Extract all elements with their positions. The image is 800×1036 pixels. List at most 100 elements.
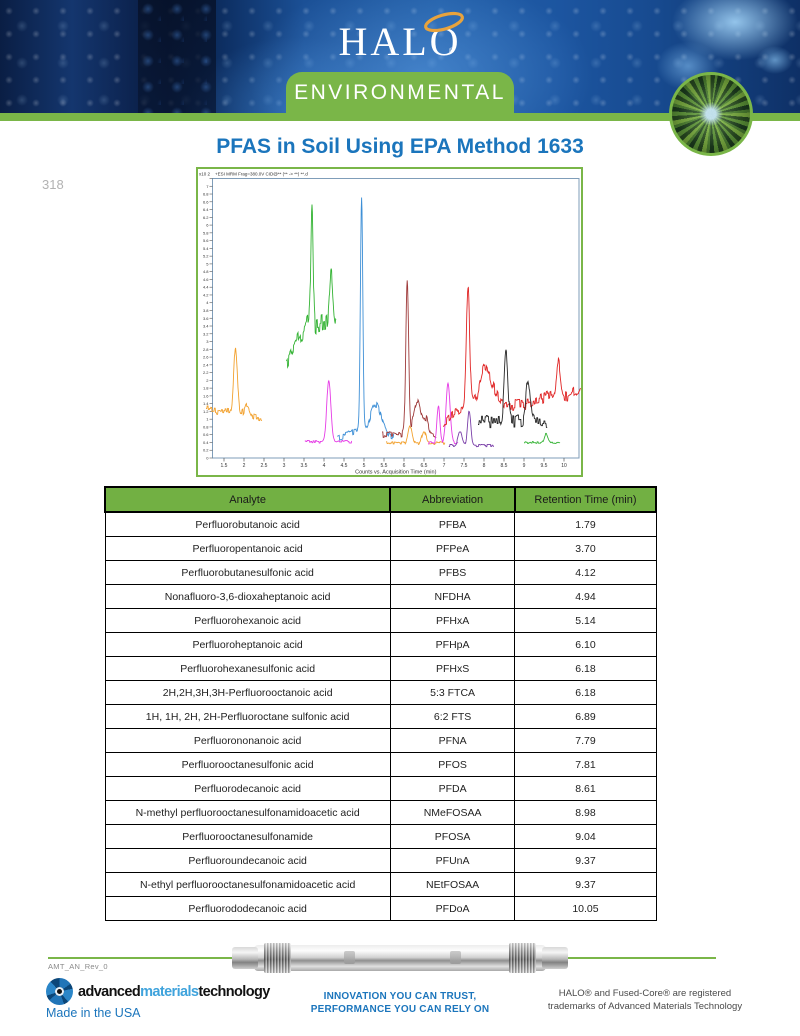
svg-text:6.2: 6.2 <box>203 215 209 220</box>
svg-text:3.2: 3.2 <box>203 331 209 336</box>
amt-logo-icon <box>46 978 73 1005</box>
svg-text:1.2: 1.2 <box>203 409 209 414</box>
svg-text:3: 3 <box>283 463 286 469</box>
amt-wordmark-advanced: advanced <box>78 983 141 1000</box>
svg-text:2.8: 2.8 <box>203 347 209 352</box>
table-header-abbreviation: Abbreviation <box>389 486 516 513</box>
table-row: Perfluorooctanesulfonic acid PFOS 7.81 <box>104 752 657 777</box>
svg-text:3: 3 <box>206 339 209 344</box>
svg-text:9.5: 9.5 <box>541 463 548 469</box>
trademark-line2: trademarks of Advanced Materials Technol… <box>547 1001 743 1013</box>
analyte-cell: Perfluorobutanesulfonic acid <box>104 560 391 585</box>
svg-text:4.8: 4.8 <box>203 269 209 274</box>
analyte-cell: Perfluoroundecanoic acid <box>104 848 391 873</box>
svg-text:0.2: 0.2 <box>203 448 209 453</box>
svg-text:10: 10 <box>561 463 567 469</box>
abbreviation-cell: PFOS <box>389 752 516 777</box>
abbreviation-cell: PFOSA <box>389 824 516 849</box>
page-number: 318 <box>42 177 64 192</box>
column-port-1 <box>344 951 355 964</box>
chromatogram-trace-trace-10-PFDA-PFOSA <box>478 349 548 429</box>
analyte-cell: Perfluorooctanesulfonic acid <box>104 752 391 777</box>
abbreviation-cell: NFDHA <box>389 584 516 609</box>
table-row: 1H, 1H, 2H, 2H-Perfluoroctane sulfonic a… <box>104 704 657 729</box>
retention-time-cell: 4.94 <box>514 584 657 609</box>
environmental-banner-label: ENVIRONMENTAL <box>294 80 506 104</box>
abbreviation-cell: PFHxS <box>389 656 516 681</box>
page-title: PFAS in Soil Using EPA Method 1633 <box>216 135 584 158</box>
halo-logo-text: HALO <box>338 19 462 64</box>
table-row: N-ethyl perfluorooctanesulfonamidoacetic… <box>104 872 657 897</box>
svg-text:7: 7 <box>443 463 446 469</box>
trademark-line1: HALO® and Fused-Core® are registered <box>558 988 732 999</box>
analyte-cell: Perfluoroheptanoic acid <box>104 632 391 657</box>
table-header-row: Analyte Abbreviation Retention Time (min… <box>103 486 658 513</box>
retention-time-cell: 9.04 <box>514 824 657 849</box>
retention-time-cell: 9.37 <box>514 872 657 897</box>
svg-text:5.5: 5.5 <box>381 463 388 469</box>
retention-time-cell: 5.14 <box>514 608 657 633</box>
table-row: Perfluoroundecanoic acid PFUnA 9.37 <box>104 848 657 873</box>
table-row: Perfluorododecanoic acid PFDoA 10.05 <box>104 896 657 921</box>
abbreviation-cell: NEtFOSAA <box>389 872 516 897</box>
chromatogram-trace-trace-04-NFDHA-PFHxA <box>337 197 395 441</box>
table-row: 2H,2H,3H,3H-Perfluorooctanoic acid 5:3 FT… <box>104 680 657 705</box>
retention-time-cell: 1.79 <box>514 511 657 537</box>
environmental-banner: ENVIRONMENTAL <box>286 72 514 113</box>
revision-label: AMT_AN_Rev_0 <box>48 962 108 971</box>
svg-text:2.4: 2.4 <box>203 362 209 367</box>
table-row: Perfluorobutanoic acid PFBA 1.79 <box>104 511 657 537</box>
analyte-cell: N-methyl perfluorooctanesulfonamidoaceti… <box>104 800 391 825</box>
svg-text:2.2: 2.2 <box>203 370 209 375</box>
svg-text:x10 2: x10 2 <box>199 172 211 177</box>
table-row: Perfluorononanoic acid PFNA 7.79 <box>104 728 657 753</box>
chromatogram-trace-trace-01-PFBA <box>205 347 263 422</box>
svg-text:3.8: 3.8 <box>203 308 209 313</box>
svg-text:2: 2 <box>243 463 246 469</box>
abbreviation-cell: 6:2 FTS <box>389 704 516 729</box>
retention-time-cell: 10.05 <box>514 896 657 921</box>
svg-text:Counts vs. Acquisition Time (m: Counts vs. Acquisition Time (min) <box>355 470 436 476</box>
table-row: Perfluorodecanoic acid PFDA 8.61 <box>104 776 657 801</box>
table-header-retention-time: Retention Time (min) <box>513 486 658 513</box>
retention-time-cell: 8.98 <box>514 800 657 825</box>
green-divider <box>0 113 800 121</box>
amt-wordmark-technology: technology <box>198 983 270 1000</box>
table-row: N-methyl perfluorooctanesulfonamidoaceti… <box>104 800 657 825</box>
halo-logo: HALO <box>0 18 800 65</box>
svg-text:+ESI MRM Frag=380.0V CID@** (*: +ESI MRM Frag=380.0V CID@** (** -> **) *… <box>215 172 308 177</box>
table-row: Perfluorohexanoic acid PFHxA 5.14 <box>104 608 657 633</box>
chromatogram-trace-trace-07 <box>428 381 459 445</box>
svg-text:6: 6 <box>403 463 406 469</box>
column-port-2 <box>450 951 461 964</box>
svg-text:6: 6 <box>206 223 209 228</box>
chromatogram-chart: x10 2 +ESI MRM Frag=380.0V CID@** (** -> … <box>196 167 583 477</box>
chromatogram-trace-trace-02-PFPeA <box>285 204 337 369</box>
retention-time-cell: 3.70 <box>514 536 657 561</box>
chromatogram-trace-trace-06 <box>386 425 446 446</box>
svg-text:7: 7 <box>206 184 209 189</box>
svg-text:4: 4 <box>206 300 209 305</box>
trademark-note: HALO® and Fused-Core® are registered tra… <box>515 987 775 1014</box>
abbreviation-cell: NMeFOSAA <box>389 800 516 825</box>
svg-text:5.8: 5.8 <box>203 230 209 235</box>
abbreviation-cell: PFBA <box>389 511 516 537</box>
tagline-line2: PERFORMANCE YOU CAN RELY ON <box>310 1003 490 1015</box>
amt-wordmark-materials: materials <box>140 983 199 1000</box>
table-row: Perfluorohexanesulfonic acid PFHxS 6.18 <box>104 656 657 681</box>
chromatogram-svg: x10 2 +ESI MRM Frag=380.0V CID@** (** -> … <box>199 172 582 476</box>
svg-text:4.6: 4.6 <box>203 277 209 282</box>
svg-text:5.2: 5.2 <box>203 254 209 259</box>
analyte-cell: Perfluorohexanesulfonic acid <box>104 656 391 681</box>
svg-text:0.4: 0.4 <box>203 440 209 445</box>
table-header-analyte: Analyte <box>103 486 392 513</box>
table-row: Perfluorobutanesulfonic acid PFBS 4.12 <box>104 560 657 585</box>
svg-text:1: 1 <box>206 417 209 422</box>
retention-time-cell: 6.89 <box>514 704 657 729</box>
retention-time-cell: 7.81 <box>514 752 657 777</box>
retention-time-cell: 6.18 <box>514 680 657 705</box>
svg-text:5.6: 5.6 <box>203 238 209 243</box>
svg-text:6.8: 6.8 <box>203 192 209 197</box>
analyte-cell: Perfluorodecanoic acid <box>104 776 391 801</box>
tagline: INNOVATION YOU CAN TRUST, PERFORMANCE YO… <box>250 991 550 1016</box>
